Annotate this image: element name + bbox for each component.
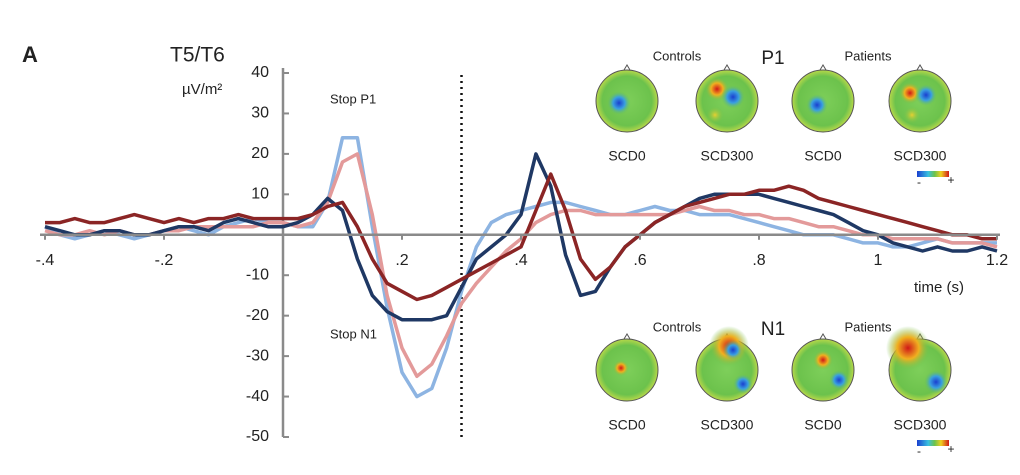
- inset-title: N1: [761, 319, 785, 340]
- y-axis-label: µV/m²: [182, 81, 222, 98]
- y-tick-label: 40: [251, 64, 269, 81]
- blob: [924, 370, 948, 394]
- x-tick-label: 1.2: [986, 252, 1008, 269]
- topomap: [595, 333, 659, 402]
- colorbar: [917, 171, 949, 177]
- data-line: [45, 172, 997, 302]
- blob: [806, 94, 828, 116]
- y-tick-label: -40: [246, 388, 269, 405]
- map-label: SCD0: [608, 417, 646, 433]
- blob: [607, 91, 631, 115]
- x-tick-label: 1: [874, 252, 883, 269]
- map-label: SCD300: [701, 148, 754, 164]
- map-label: SCD300: [701, 417, 754, 433]
- blob: [721, 85, 745, 109]
- y-tick-label: 10: [251, 186, 269, 203]
- blob: [723, 340, 743, 360]
- blob: [915, 84, 937, 106]
- colorbar-label: -: [917, 175, 921, 189]
- y-tick-label: -30: [246, 347, 269, 364]
- nose: [623, 64, 631, 71]
- nose: [819, 64, 827, 71]
- map-label: SCD300: [894, 417, 947, 433]
- y-tick-label: -10: [246, 266, 269, 283]
- map-label: SCD0: [608, 148, 646, 164]
- colorbar-label: +: [947, 173, 954, 187]
- inset-group-label: Controls: [653, 48, 702, 63]
- x-tick-label: -.4: [36, 252, 55, 269]
- x-tick-label: .8: [752, 252, 765, 269]
- topomap: [595, 64, 659, 133]
- topomap: [886, 326, 952, 402]
- nose: [723, 64, 731, 71]
- map-label: SCD0: [804, 417, 842, 433]
- blob: [733, 374, 753, 394]
- inset-title: P1: [761, 48, 784, 69]
- blob: [886, 326, 930, 370]
- blob: [613, 360, 629, 376]
- chart-title: T5/T6: [170, 44, 225, 67]
- map-label: SCD0: [804, 148, 842, 164]
- colorbar-label: -: [917, 444, 921, 458]
- annotation: Stop P1: [330, 91, 376, 106]
- panel-label: A: [22, 42, 38, 67]
- x-tick-label: .6: [633, 252, 646, 269]
- map-label: SCD300: [894, 148, 947, 164]
- topomap: [695, 326, 759, 402]
- x-tick-label: -.2: [155, 252, 174, 269]
- inset-group-label: Patients: [845, 319, 892, 334]
- topomap: [695, 64, 759, 133]
- y-tick-label: -50: [246, 428, 269, 445]
- topomap: [888, 64, 952, 133]
- colorbar: [917, 440, 949, 446]
- topomap: [791, 64, 855, 133]
- y-tick-label: -20: [246, 307, 269, 324]
- inset-group-label: Controls: [653, 319, 702, 334]
- y-tick-label: 30: [251, 105, 269, 122]
- blob: [829, 370, 849, 390]
- data-line: [44, 152, 998, 322]
- blob: [706, 106, 724, 124]
- topomap: [791, 333, 855, 402]
- blob: [813, 350, 833, 370]
- x-axis-label: time (s): [914, 279, 964, 296]
- blob: [903, 106, 921, 124]
- x-tick-label: .2: [395, 252, 408, 269]
- blob: [899, 82, 921, 104]
- y-tick-label: 20: [251, 145, 269, 162]
- x-tick-label: .4: [514, 252, 527, 269]
- colorbar-label: +: [947, 442, 954, 456]
- nose: [916, 64, 924, 71]
- nose: [623, 333, 631, 340]
- nose: [819, 333, 827, 340]
- annotation: Stop N1: [330, 326, 377, 341]
- inset-group-label: Patients: [845, 48, 892, 63]
